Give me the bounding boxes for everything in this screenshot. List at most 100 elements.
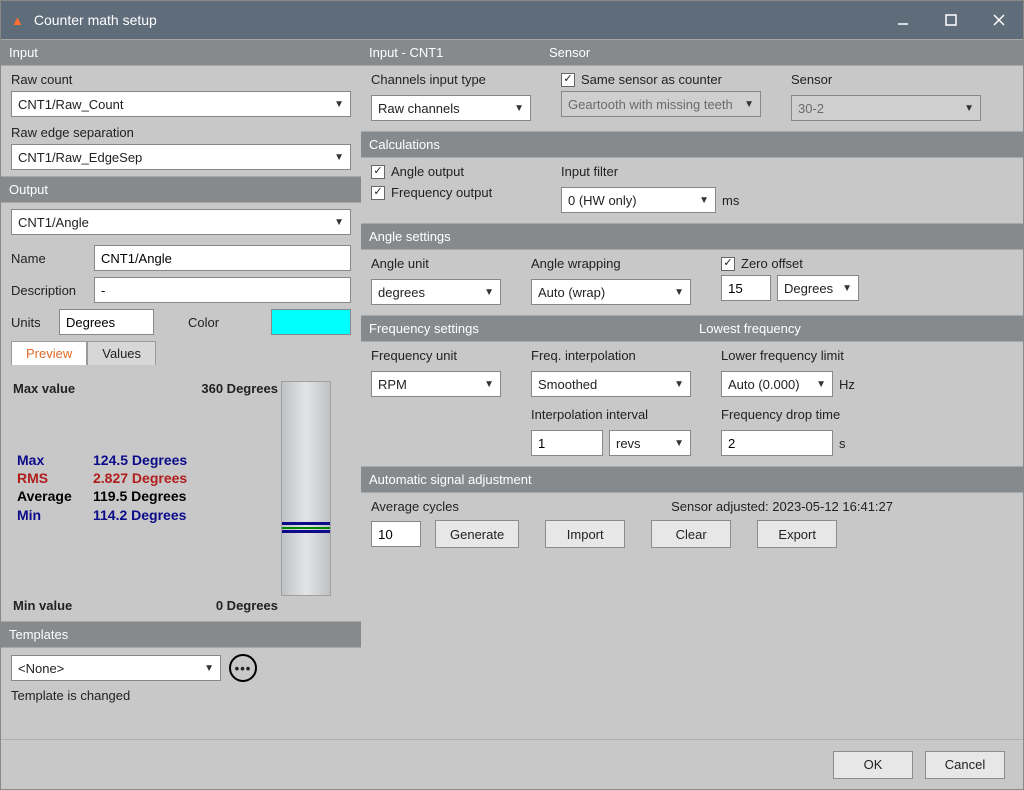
description-label: Description bbox=[11, 283, 86, 298]
angle-unit-value: degrees bbox=[378, 285, 425, 300]
sensor-mode-combo: Geartooth with missing teeth ▼ bbox=[561, 91, 761, 117]
template-status: Template is changed bbox=[11, 688, 351, 703]
app-icon: ▲ bbox=[11, 13, 24, 28]
units-label: Units bbox=[11, 315, 51, 330]
frequency-drop-time-input[interactable] bbox=[721, 430, 833, 456]
lower-frequency-limit-unit: Hz bbox=[839, 377, 855, 392]
ok-button[interactable]: OK bbox=[833, 751, 913, 779]
section-input-cnt1-header: Input - CNT1 bbox=[361, 39, 541, 66]
chevron-down-icon: ▼ bbox=[816, 379, 826, 390]
same-sensor-checkbox[interactable]: ✓ bbox=[561, 73, 575, 87]
chevron-down-icon: ▼ bbox=[674, 287, 684, 298]
frequency-unit-combo[interactable]: RPM▼ bbox=[371, 371, 501, 397]
description-input[interactable] bbox=[94, 277, 351, 303]
output-combo-value: CNT1/Angle bbox=[18, 215, 89, 230]
channels-input-value: Raw channels bbox=[378, 101, 460, 116]
channels-input-combo[interactable]: Raw channels▼ bbox=[371, 95, 531, 121]
min-value-text: 0 Degrees bbox=[216, 598, 278, 613]
lower-frequency-limit-label: Lower frequency limit bbox=[721, 348, 971, 363]
input-filter-combo[interactable]: 0 (HW only)▼ bbox=[561, 187, 716, 213]
raw-count-combo[interactable]: CNT1/Raw_Count▼ bbox=[11, 91, 351, 117]
angle-wrapping-combo[interactable]: Auto (wrap)▼ bbox=[531, 279, 691, 305]
color-swatch[interactable] bbox=[271, 309, 351, 335]
chevron-down-icon: ▼ bbox=[842, 283, 852, 294]
sensor-mode-value: Geartooth with missing teeth bbox=[568, 97, 733, 112]
zero-offset-input[interactable] bbox=[721, 275, 771, 301]
template-combo[interactable]: <None>▼ bbox=[11, 655, 221, 681]
minimize-button[interactable] bbox=[879, 1, 927, 39]
color-label: Color bbox=[188, 315, 263, 330]
min-value-label: Min value bbox=[13, 598, 72, 613]
angle-output-label: Angle output bbox=[391, 164, 464, 179]
name-input[interactable] bbox=[94, 245, 351, 271]
section-sensor-header: Sensor bbox=[541, 39, 1023, 66]
section-input-header: Input bbox=[1, 39, 361, 66]
output-combo[interactable]: CNT1/Angle ▼ bbox=[11, 209, 351, 235]
tab-preview[interactable]: Preview bbox=[11, 341, 87, 365]
angle-wrapping-label: Angle wrapping bbox=[531, 256, 691, 271]
raw-count-label: Raw count bbox=[11, 72, 351, 87]
chevron-down-icon: ▼ bbox=[334, 217, 344, 228]
frequency-unit-label: Frequency unit bbox=[371, 348, 501, 363]
same-sensor-label: Same sensor as counter bbox=[581, 72, 722, 87]
interpolation-interval-input[interactable] bbox=[531, 430, 603, 456]
template-more-button[interactable]: ••• bbox=[229, 654, 257, 682]
input-filter-label: Input filter bbox=[561, 164, 739, 179]
raw-edge-combo[interactable]: CNT1/Raw_EdgeSep ▼ bbox=[11, 144, 351, 170]
stat-avg-value: 119.5 Degrees bbox=[93, 487, 186, 505]
clear-button[interactable]: Clear bbox=[651, 520, 731, 548]
section-angle-settings-header: Angle settings bbox=[361, 223, 1023, 250]
input-filter-unit: ms bbox=[722, 193, 739, 208]
stat-max-value: 124.5 Degrees bbox=[93, 451, 187, 469]
zero-offset-unit-combo[interactable]: Degrees ▼ bbox=[777, 275, 859, 301]
average-cycles-label: Average cycles bbox=[371, 499, 459, 514]
average-cycles-input[interactable] bbox=[371, 521, 421, 547]
lower-frequency-limit-combo[interactable]: Auto (0.000)▼ bbox=[721, 371, 833, 397]
units-input[interactable] bbox=[59, 309, 154, 335]
chevron-down-icon: ▼ bbox=[484, 287, 494, 298]
close-button[interactable] bbox=[975, 1, 1023, 39]
left-panel: Input Raw count CNT1/Raw_Count▼ Raw edge… bbox=[1, 39, 361, 739]
zero-offset-unit: Degrees bbox=[784, 281, 833, 296]
cancel-button[interactable]: Cancel bbox=[925, 751, 1005, 779]
frequency-unit-value: RPM bbox=[378, 377, 407, 392]
chevron-down-icon: ▼ bbox=[964, 103, 974, 114]
titlebar: ▲ Counter math setup bbox=[1, 1, 1023, 39]
stat-min-label: Min bbox=[17, 506, 87, 524]
angle-output-checkbox[interactable]: ✓ bbox=[371, 165, 385, 179]
export-button[interactable]: Export bbox=[757, 520, 837, 548]
window: ▲ Counter math setup Input Raw count CNT… bbox=[0, 0, 1024, 790]
generate-button[interactable]: Generate bbox=[435, 520, 519, 548]
freq-interpolation-label: Freq. interpolation bbox=[531, 348, 691, 363]
zero-offset-label: Zero offset bbox=[741, 256, 803, 271]
maximize-button[interactable] bbox=[927, 1, 975, 39]
freq-interpolation-value: Smoothed bbox=[538, 377, 597, 392]
input-filter-value: 0 (HW only) bbox=[568, 193, 637, 208]
right-panel: Input - CNT1 Sensor Channels input type … bbox=[361, 39, 1023, 739]
frequency-drop-time-unit: s bbox=[839, 436, 846, 451]
raw-edge-label: Raw edge separation bbox=[11, 125, 351, 140]
raw-count-value: CNT1/Raw_Count bbox=[18, 97, 124, 112]
interpolation-interval-label: Interpolation interval bbox=[531, 407, 691, 422]
sensor-label: Sensor bbox=[791, 72, 981, 87]
chevron-down-icon: ▼ bbox=[334, 152, 344, 163]
interpolation-interval-unit: revs bbox=[616, 436, 641, 451]
tab-values[interactable]: Values bbox=[87, 341, 156, 365]
chevron-down-icon: ▼ bbox=[744, 99, 754, 110]
section-lowest-frequency-header: Lowest frequency bbox=[691, 315, 1023, 342]
freq-interpolation-combo[interactable]: Smoothed ▼ bbox=[531, 371, 691, 397]
frequency-output-checkbox[interactable]: ✓ bbox=[371, 186, 385, 200]
import-button[interactable]: Import bbox=[545, 520, 625, 548]
frequency-drop-time-label: Frequency drop time bbox=[721, 407, 971, 422]
chevron-down-icon: ▼ bbox=[674, 379, 684, 390]
chevron-down-icon: ▼ bbox=[204, 663, 214, 674]
preview-gauge bbox=[281, 381, 331, 596]
zero-offset-checkbox[interactable]: ✓ bbox=[721, 257, 735, 271]
angle-unit-combo[interactable]: degrees ▼ bbox=[371, 279, 501, 305]
window-title: Counter math setup bbox=[34, 12, 157, 28]
raw-edge-value: CNT1/Raw_EdgeSep bbox=[18, 150, 142, 165]
stat-rms-label: RMS bbox=[17, 469, 87, 487]
footer: OK Cancel bbox=[1, 739, 1023, 789]
name-label: Name bbox=[11, 251, 86, 266]
interpolation-interval-unit-combo[interactable]: revs▼ bbox=[609, 430, 691, 456]
